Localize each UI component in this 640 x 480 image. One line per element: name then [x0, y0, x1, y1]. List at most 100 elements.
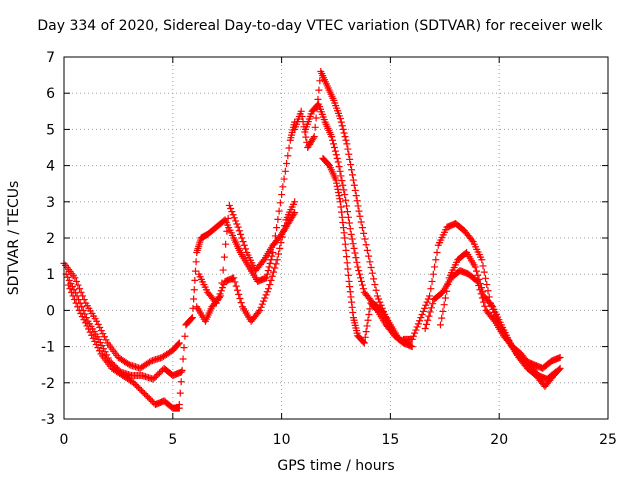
data-point [175, 339, 183, 347]
data-point [345, 277, 353, 285]
data-point [416, 317, 424, 325]
series-track-3 [64, 281, 183, 412]
data-point [219, 266, 227, 274]
data-point [147, 396, 155, 404]
data-point [291, 198, 299, 206]
data-point [96, 323, 104, 331]
data-point [353, 197, 361, 205]
data-point [352, 254, 360, 262]
data-point [344, 213, 352, 221]
data-point [235, 290, 243, 298]
data-point [134, 383, 142, 391]
data-point [93, 317, 101, 325]
data-point [333, 154, 341, 162]
data-point [151, 374, 159, 382]
data-point [273, 256, 281, 264]
data-point [433, 248, 441, 256]
data-point [230, 274, 238, 282]
data-point [432, 256, 440, 264]
data-point [256, 306, 264, 314]
data-point [348, 235, 356, 243]
data-point [352, 192, 360, 200]
data-point [341, 240, 349, 248]
data-point [443, 287, 451, 295]
data-point [339, 224, 347, 232]
data-point [333, 179, 341, 187]
data-point [71, 274, 79, 282]
data-point [175, 401, 183, 409]
data-point [136, 385, 144, 393]
data-point [347, 293, 355, 301]
data-point [180, 344, 188, 352]
data-point [340, 229, 348, 237]
series-track-9 [319, 154, 407, 347]
data-point [261, 294, 269, 302]
data-point [174, 340, 182, 348]
data-point [444, 281, 452, 289]
data-point [482, 274, 490, 282]
data-point [419, 307, 427, 315]
y-tick-label: 7 [46, 50, 55, 66]
data-point [190, 295, 198, 303]
data-point [94, 344, 102, 352]
data-point [338, 177, 346, 185]
data-point [145, 358, 153, 366]
data-point [133, 382, 141, 390]
data-point [80, 316, 88, 324]
data-point [192, 258, 200, 266]
data-point [354, 263, 362, 271]
data-point [357, 274, 365, 282]
data-point [227, 205, 235, 213]
data-point [366, 258, 374, 266]
data-point [285, 144, 293, 152]
data-point [231, 278, 239, 286]
data-point [338, 213, 346, 221]
data-point [484, 287, 492, 295]
y-tick-label: 4 [46, 159, 55, 175]
data-point [483, 281, 491, 289]
data-point [315, 86, 323, 94]
data-point [357, 218, 365, 226]
data-point [438, 314, 446, 322]
data-point [441, 294, 449, 302]
data-point [266, 259, 274, 267]
data-point [154, 371, 162, 379]
data-point [349, 308, 357, 316]
data-point [349, 176, 357, 184]
data-point [344, 145, 352, 153]
y-tick-label: -2 [41, 376, 55, 392]
data-point [413, 323, 421, 331]
data-point [337, 118, 345, 126]
data-point [343, 253, 351, 261]
data-point [358, 224, 366, 232]
data-point [346, 283, 354, 291]
data-point [81, 319, 89, 327]
series-track-12 [436, 248, 564, 390]
data-point [555, 365, 563, 373]
data-point [66, 285, 74, 293]
data-point [233, 286, 241, 294]
data-point [311, 123, 319, 131]
data-point [340, 186, 348, 194]
data-point [280, 175, 288, 183]
series-track-6 [193, 201, 299, 325]
data-point [223, 227, 231, 235]
data-point [338, 122, 346, 130]
data-point [265, 263, 273, 271]
data-points [60, 67, 564, 412]
data-point [345, 219, 353, 227]
data-point [298, 112, 306, 120]
data-point [92, 341, 100, 349]
data-point [190, 286, 198, 294]
data-point [284, 152, 292, 160]
data-point [351, 186, 359, 194]
data-point [95, 347, 103, 355]
data-point [94, 320, 102, 328]
data-point [72, 277, 80, 285]
data-point [429, 300, 437, 308]
data-point [281, 167, 289, 175]
data-point [414, 320, 422, 328]
data-point [478, 256, 486, 264]
data-point [176, 389, 184, 397]
data-point [408, 335, 416, 343]
